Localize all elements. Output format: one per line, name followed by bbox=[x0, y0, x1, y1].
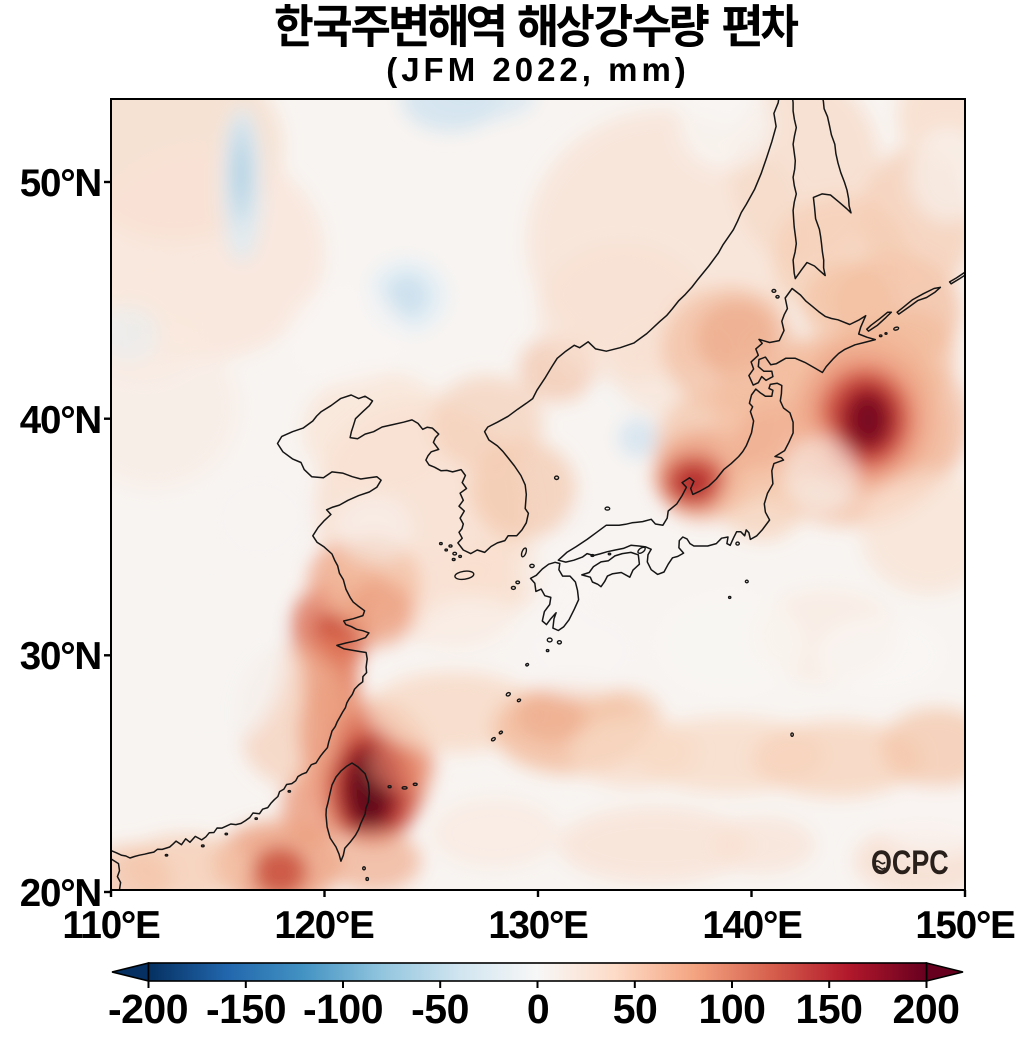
svg-text:-50: -50 bbox=[411, 986, 469, 1032]
svg-text:130°E: 130°E bbox=[488, 904, 588, 947]
svg-text:-100: -100 bbox=[303, 986, 383, 1032]
svg-text:OCPC: OCPC bbox=[871, 843, 949, 882]
svg-text:110°E: 110°E bbox=[62, 904, 160, 947]
svg-text:150°E: 150°E bbox=[915, 904, 1015, 947]
svg-text:50: 50 bbox=[613, 986, 658, 1032]
svg-text:30°N: 30°N bbox=[20, 635, 101, 678]
svg-text:100: 100 bbox=[699, 986, 766, 1032]
svg-text:(JFM 2022, mm): (JFM 2022, mm) bbox=[386, 51, 690, 88]
svg-text:140°E: 140°E bbox=[702, 904, 802, 947]
svg-text:40°N: 40°N bbox=[20, 399, 101, 442]
svg-text:-200: -200 bbox=[108, 986, 188, 1032]
svg-text:200: 200 bbox=[893, 986, 960, 1032]
svg-text:-150: -150 bbox=[206, 986, 286, 1032]
svg-text:120°E: 120°E bbox=[274, 904, 374, 947]
svg-text:50°N: 50°N bbox=[20, 162, 101, 205]
svg-text:0: 0 bbox=[527, 986, 549, 1032]
svg-text:150: 150 bbox=[796, 986, 863, 1032]
svg-text:20°N: 20°N bbox=[20, 872, 101, 915]
